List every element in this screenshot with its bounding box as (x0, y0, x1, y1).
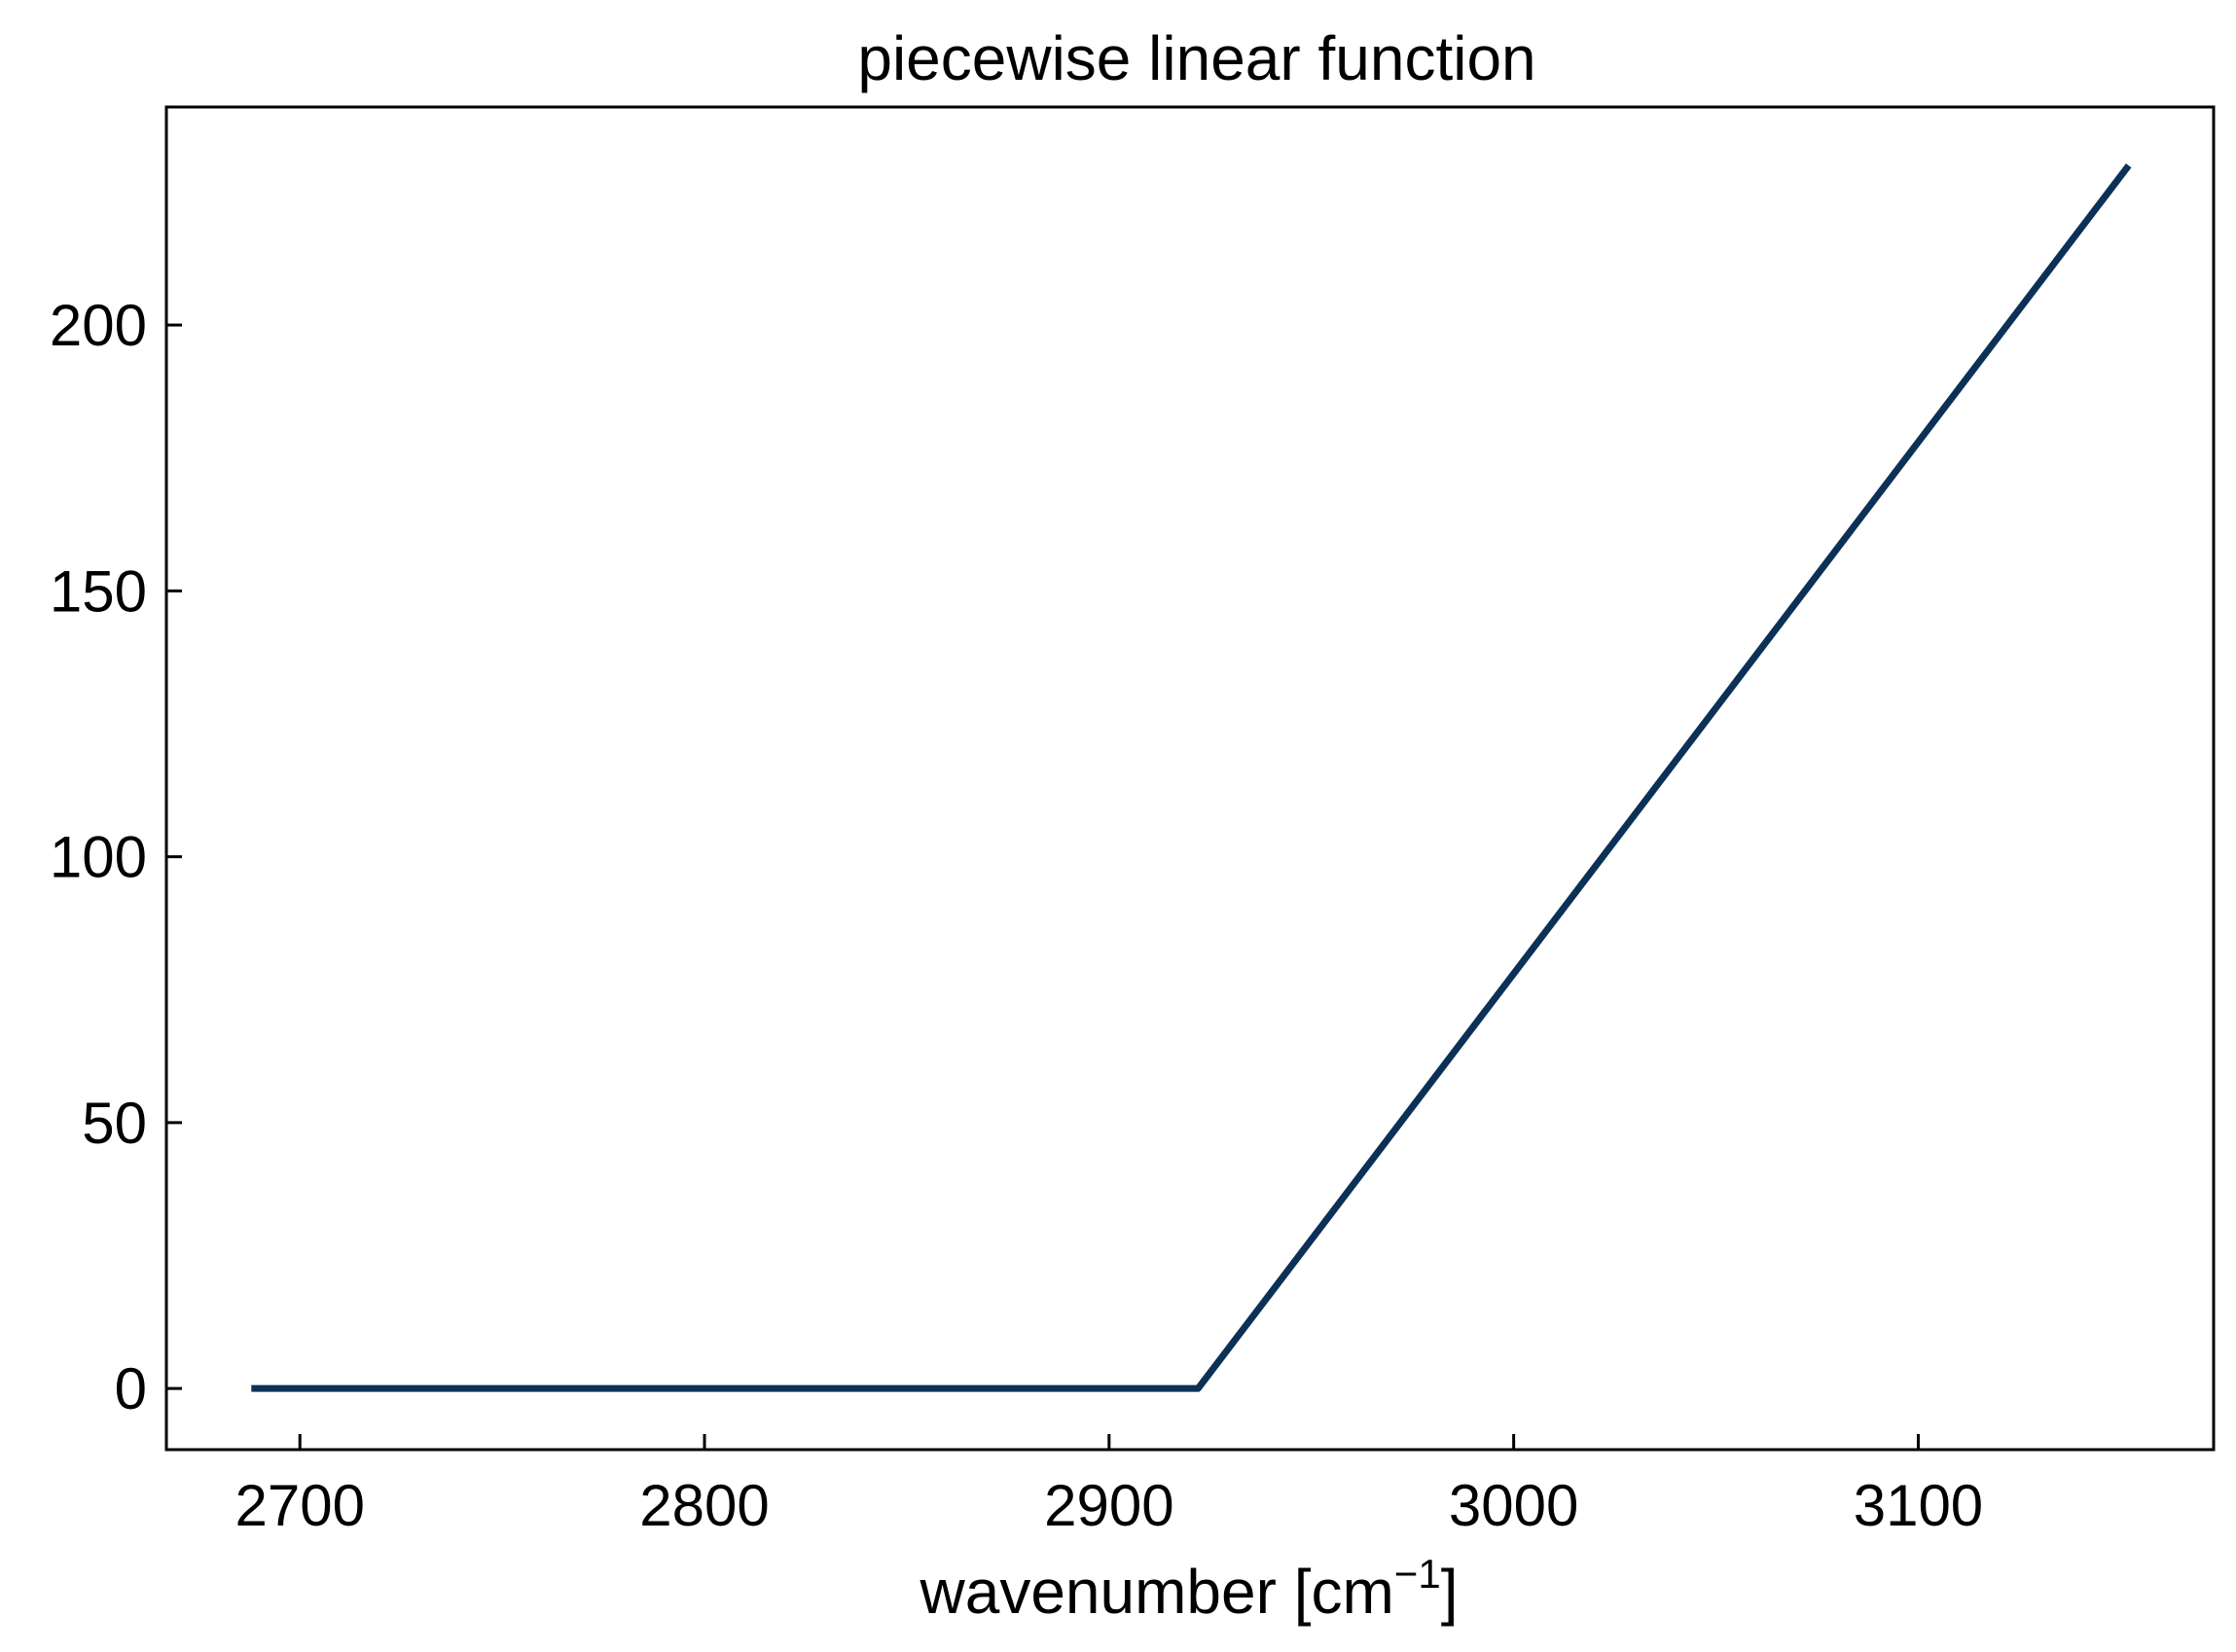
x-tick-label: 2800 (639, 1473, 769, 1538)
y-tick-label: 0 (115, 1356, 147, 1421)
y-axis: 0 50 100 150 200 (50, 293, 182, 1421)
y-tick-label: 200 (50, 293, 147, 358)
x-tick-label: 3000 (1449, 1473, 1578, 1538)
x-axis-label-superscript: −1 (1394, 1551, 1441, 1597)
x-tick-label: 3100 (1854, 1473, 1983, 1538)
x-axis-label-main: wavenumber [cm (920, 1557, 1394, 1627)
series-line (251, 162, 2132, 1392)
chart-title: piecewise linear function (857, 23, 1535, 93)
x-tick-label: 2700 (234, 1473, 364, 1538)
x-axis-label-suffix: ] (1441, 1557, 1459, 1627)
y-tick-label: 100 (50, 825, 147, 890)
plot-frame (164, 105, 2216, 1452)
plot-area (251, 162, 2132, 1392)
y-tick-label: 150 (50, 558, 147, 624)
y-tick-label: 50 (82, 1091, 147, 1156)
x-tick-label: 2900 (1044, 1473, 1173, 1538)
x-axis-label: wavenumber [cm−1] (920, 1551, 1459, 1627)
x-axis: 2700 2800 2900 3000 3100 (234, 1434, 1983, 1538)
